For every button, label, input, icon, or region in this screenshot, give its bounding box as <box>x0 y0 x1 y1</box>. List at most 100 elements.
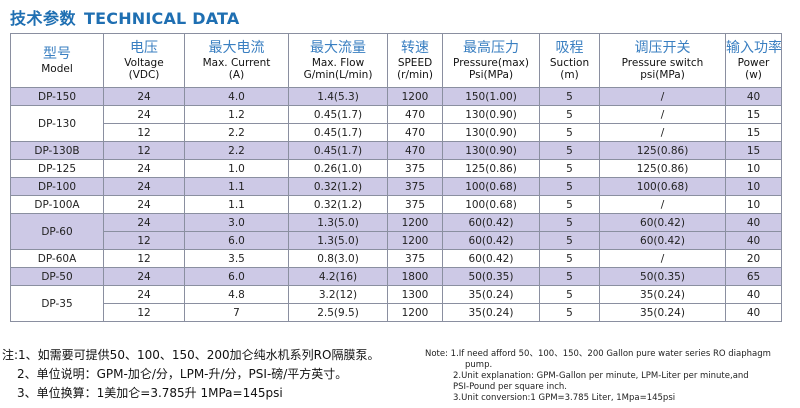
model-cell: DP-60 <box>10 213 104 250</box>
table-row: DP-100 24 1.1 0.32(1.2) 375 100(0.68) 5 100(0.6… <box>10 177 782 196</box>
value-cell: 5 <box>539 285 600 304</box>
title-en: TECHNICAL DATA <box>84 9 240 28</box>
value-cell: 65 <box>725 267 782 286</box>
value-cell: 470 <box>387 123 443 142</box>
note-en-1: Note: 1.If need afford 50、100、150、200 Ga… <box>425 349 771 359</box>
value-cell: 6.0 <box>184 231 289 250</box>
table-row: 12 7 2.5(9.5) 1200 35(0.24) 5 35(0.24) 40 <box>11 303 782 322</box>
column-header: 最高压力 Pressure(max) Psi(MPa) <box>442 33 540 88</box>
value-cell: 24 <box>103 267 185 286</box>
value-cell: 470 <box>387 105 443 124</box>
column-header: 转速 SPEED (r/min) <box>387 33 443 88</box>
column-header-cn: 输入功率 <box>726 40 782 56</box>
value-cell: 5 <box>539 267 600 286</box>
technical-data-table: 型号 Model 电压 Voltage (VDC) 最大电流 Max. Current (A)… <box>10 33 782 322</box>
table-row: DP-50 24 6.0 4.2(16) 1800 50(0.35) 5 50(0.35) 65 <box>10 267 782 286</box>
value-cell: 12 <box>103 249 185 268</box>
value-cell: 40 <box>725 87 782 106</box>
column-header-en: (r/min) <box>397 69 433 81</box>
value-cell: 5 <box>539 231 600 250</box>
note-en-2-cont: PSI-Pound per square inch. <box>453 382 567 392</box>
column-header-en: Pressure switch <box>621 57 704 69</box>
value-cell: 24 <box>103 177 185 196</box>
value-cell: 2.2 <box>184 141 289 160</box>
value-cell: 60(0.42) <box>442 231 540 250</box>
value-cell: 50(0.35) <box>599 267 726 286</box>
column-header-en: (VDC) <box>128 69 160 81</box>
value-cell: 130(0.90) <box>442 105 540 124</box>
value-cell: 1200 <box>387 87 443 106</box>
column-header-cn: 电压 <box>130 40 158 56</box>
value-cell: 5 <box>539 177 600 196</box>
column-header-en: Suction <box>549 57 590 69</box>
model-cell: DP-125 <box>10 159 104 178</box>
column-header-en: Voltage <box>124 57 164 69</box>
value-cell: 6.0 <box>184 267 289 286</box>
value-cell: 0.45(1.7) <box>288 123 388 142</box>
header-row: 型号 Model 电压 Voltage (VDC) 最大电流 Max. Current (A)… <box>10 33 782 88</box>
table-body: DP-150 24 4.0 1.4(5.3) 1200 150(1.00) 5/40 DP-1… <box>10 87 782 322</box>
value-cell: 1.3(5.0) <box>288 213 388 232</box>
value-cell: 1800 <box>387 267 443 286</box>
column-header-en: G/min(L/min) <box>303 69 373 81</box>
value-cell: 35(0.24) <box>599 303 726 322</box>
value-cell: 5 <box>539 87 600 106</box>
value-cell: 130(0.90) <box>442 141 540 160</box>
value-cell: 100(0.68) <box>442 177 540 196</box>
value-cell: 1.1 <box>184 195 289 214</box>
value-cell: 4.2(16) <box>288 267 388 286</box>
value-cell: 7 <box>184 303 289 322</box>
value-cell: 1200 <box>387 213 443 232</box>
column-header-cn: 调压开关 <box>634 40 691 56</box>
value-cell: 2.2 <box>184 123 289 142</box>
value-cell: 375 <box>387 177 443 196</box>
column-header-en: Max. Current <box>202 57 271 69</box>
value-cell: 5 <box>539 213 600 232</box>
table-row: 12 2.2 0.45(1.7) 470 130(0.90) 5/15 <box>11 123 782 142</box>
value-cell: 40 <box>725 231 782 250</box>
value-cell: 5 <box>539 249 600 268</box>
column-header-en: SPEED <box>397 57 433 69</box>
note-cn-1: 注:1、如需要可提供50、100、150、200加仑纯水机系列RO隔膜泵。 <box>2 348 380 362</box>
value-cell: 10 <box>725 159 782 178</box>
model-cell: DP-60A <box>10 249 104 268</box>
value-cell: 375 <box>387 195 443 214</box>
column-header: 最大电流 Max. Current (A) <box>184 33 289 88</box>
value-cell: 12 <box>103 303 185 322</box>
column-header-en: (m) <box>560 69 579 81</box>
value-cell: 0.26(1.0) <box>288 159 388 178</box>
column-header-en: Pressure(max) <box>453 57 529 69</box>
value-cell: 5 <box>539 123 600 142</box>
value-cell: 35(0.24) <box>442 285 540 304</box>
value-cell: 1.4(5.3) <box>288 87 388 106</box>
value-cell: 35(0.24) <box>442 303 540 322</box>
value-cell: 15 <box>725 105 782 124</box>
notes-english: Note: 1.If need afford 50、100、150、200 Ga… <box>425 349 771 404</box>
model-cell: DP-100A <box>10 195 104 214</box>
model-cell: DP-50 <box>10 267 104 286</box>
value-cell: 24 <box>103 195 185 214</box>
value-cell: 12 <box>103 141 185 160</box>
value-cell: 2.5(9.5) <box>288 303 388 322</box>
column-header-cn: 最高压力 <box>463 40 519 56</box>
column-header: 最大流量 Max. Flow G/min(L/min) <box>288 33 388 88</box>
page-title: 技术参数 TECHNICAL DATA <box>10 5 240 29</box>
value-cell: 24 <box>103 87 185 106</box>
value-cell: 5 <box>539 159 600 178</box>
value-cell: 125(0.86) <box>599 141 726 160</box>
value-cell: / <box>599 87 726 106</box>
model-cell: DP-130B <box>10 141 104 160</box>
model-cell: DP-150 <box>10 87 104 106</box>
value-cell: 150(1.00) <box>442 87 540 106</box>
title-cn: 技术参数 <box>10 9 77 28</box>
value-cell: 20 <box>725 249 782 268</box>
value-cell: 60(0.42) <box>599 213 726 232</box>
table-row: DP-60 24 3.0 1.3(5.0) 1200 60(0.42) 5 60(0.42) 4… <box>10 213 782 250</box>
value-cell: 1200 <box>387 303 443 322</box>
value-cell: 1.2 <box>184 105 289 124</box>
column-header-cn: 最大电流 <box>208 40 265 56</box>
note-cn-2: 2、单位说明：GPM-加仑/分，LPM-升/分，PSI-磅/平方英寸。 <box>17 367 348 381</box>
model-cell: DP-130 <box>10 105 104 142</box>
column-header: 吸程 Suction (m) <box>539 33 600 88</box>
table-row: DP-130B 12 2.2 0.45(1.7) 470 130(0.90) 5 125(0.… <box>10 141 782 160</box>
